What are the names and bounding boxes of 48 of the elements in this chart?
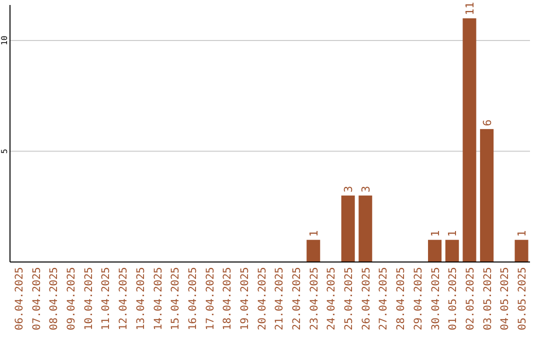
x-tick-label: 06.04.2025: [14, 267, 26, 330]
x-tick-label: 09.04.2025: [66, 267, 78, 330]
x-tick-label: 24.04.2025: [326, 267, 338, 330]
x-tick-label: 16.04.2025: [186, 267, 199, 330]
x-tick-label: 04.05.2025: [499, 267, 512, 330]
x-tick-label: 17.04.2025: [204, 267, 216, 330]
data-label: 1: [446, 230, 460, 237]
x-tick-label: 21.04.2025: [274, 267, 286, 330]
x-tick-label: 27.04.2025: [378, 267, 390, 330]
x-tick-label: 20.04.2025: [256, 267, 268, 330]
data-label: 6: [480, 119, 494, 126]
x-tick-label: 14.04.2025: [152, 267, 164, 330]
y-tick-label: 10: [0, 35, 9, 46]
x-tick-label: 03.05.2025: [482, 267, 494, 330]
bar: [341, 196, 355, 262]
data-label: 11: [463, 2, 476, 16]
x-tick-label: 28.04.2025: [395, 267, 408, 330]
bar: [358, 196, 372, 262]
data-label: 3: [359, 186, 372, 193]
bar: [480, 129, 494, 262]
x-tick-label: 15.04.2025: [170, 267, 182, 330]
x-tick-label: 25.04.2025: [343, 267, 356, 330]
x-tick-label: 19.04.2025: [238, 267, 251, 330]
data-label: 3: [342, 186, 356, 193]
x-tick-label: 10.04.2025: [82, 267, 95, 330]
x-tick-label: 30.04.2025: [430, 267, 442, 330]
x-tick-label: 29.04.2025: [412, 267, 424, 330]
x-tick-label: 08.04.2025: [48, 267, 60, 330]
y-tick-label: 5: [0, 148, 9, 154]
x-tick-label: 12.04.2025: [118, 267, 130, 330]
x-tick-label: 11.04.2025: [100, 267, 112, 330]
x-tick-label: 18.04.2025: [222, 267, 234, 330]
x-tick-label: 01.05.2025: [447, 267, 460, 330]
x-tick-label: 22.04.2025: [291, 267, 304, 330]
x-tick-label: 26.04.2025: [360, 267, 372, 330]
bar: [428, 240, 442, 262]
bar: [514, 240, 528, 262]
data-label: 1: [428, 230, 442, 237]
x-tick-label: 23.04.2025: [308, 267, 320, 330]
x-tick-label: 05.05.2025: [516, 267, 528, 330]
bar: [462, 18, 476, 262]
data-label: 1: [516, 230, 528, 237]
x-tick-label: 02.05.2025: [464, 267, 476, 330]
data-label: 1: [307, 230, 320, 237]
x-tick-label: 07.04.2025: [30, 267, 43, 330]
bar: [306, 240, 320, 262]
bar: [445, 240, 459, 262]
x-tick-label: 13.04.2025: [134, 267, 147, 330]
